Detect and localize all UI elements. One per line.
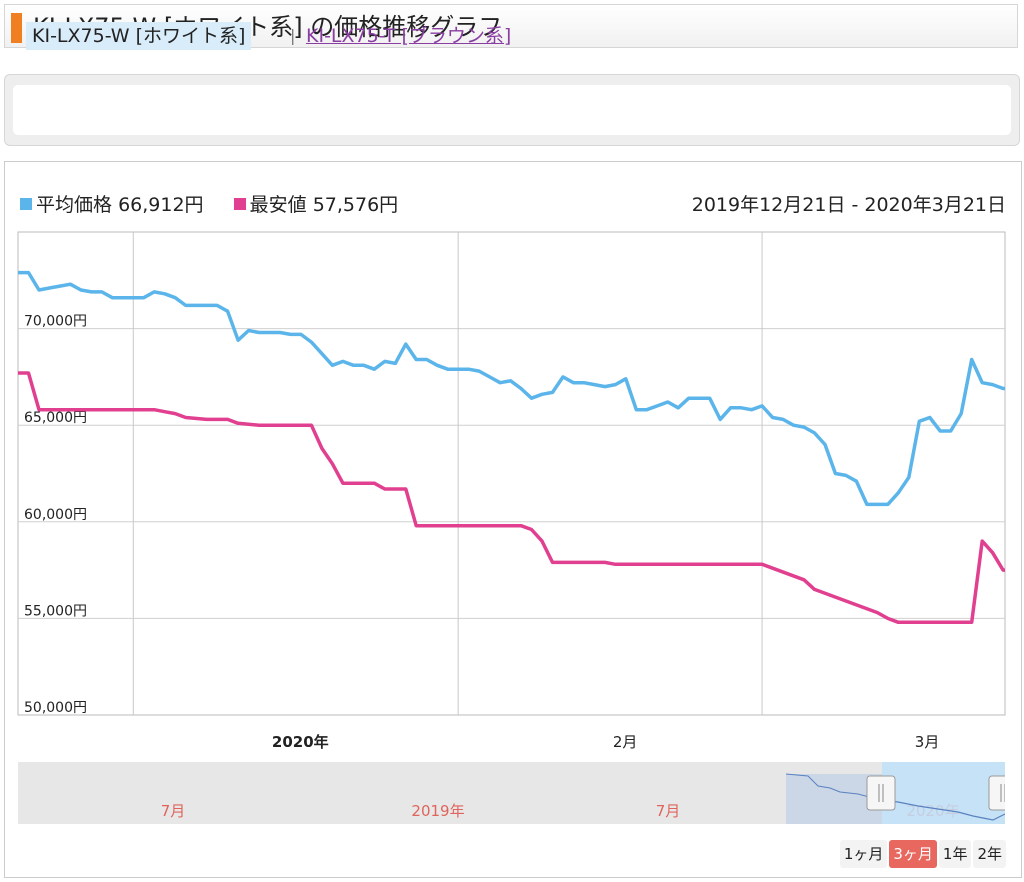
navigator-label: 7月	[656, 802, 681, 820]
plot-area	[17, 231, 1006, 716]
navigator-selection[interactable]	[882, 762, 1005, 824]
legend-average-label: 平均価格	[36, 194, 113, 216]
range-buttons: 1ヶ月 3ヶ月 1年 2年	[838, 840, 1006, 868]
range-button-1m[interactable]: 1ヶ月	[839, 840, 888, 868]
y-tick-label: 70,000円	[24, 314, 87, 330]
navigator-chart[interactable]: 7月2019年7月2020年	[18, 762, 1005, 824]
navigator-handle-right[interactable]	[988, 775, 1005, 811]
legend-swatch-average	[20, 198, 32, 210]
y-tick-label: 65,000円	[24, 410, 87, 426]
legend-swatch-lowest	[233, 198, 246, 210]
variant-current: KI-LX75-W [ホワイト系]	[26, 22, 252, 50]
range-button-3m[interactable]: 3ヶ月	[889, 840, 937, 868]
navigator-selection-line	[881, 799, 1005, 821]
navigator-handle-left[interactable]	[866, 775, 896, 811]
x-tick-label: 2020年	[272, 733, 329, 751]
variant-selector	[4, 74, 1020, 146]
navigator-label: 7月	[161, 802, 186, 820]
x-tick-label: 2月	[613, 733, 638, 751]
price-chart: 50,000円 55,000円 60,000円 65,000円 70,000円 2020年…	[17, 231, 1006, 751]
y-tick-label: 50,000円	[24, 700, 87, 716]
series-line-1	[18, 371, 1005, 625]
date-range: 2019年12月21日 - 2020年3月21日	[691, 194, 1006, 216]
variant-selector-inner	[13, 85, 1011, 135]
chart-legend: 平均価格 66,912円 最安値 57,576円	[20, 192, 398, 218]
navigator-label: 2019年	[411, 802, 464, 820]
legend-lowest-label: 最安値	[249, 194, 307, 216]
variant-link-brown[interactable]: KI-LX75-T [ブラウン系]	[306, 25, 512, 47]
series-line-0	[18, 270, 1005, 507]
range-button-1y[interactable]: 1年	[938, 840, 972, 868]
x-tick-label: 3月	[915, 733, 940, 751]
legend-lowest-value: 57,576円	[312, 194, 399, 216]
legend-average-value: 66,912円	[118, 194, 204, 216]
navigator-history-area	[786, 774, 882, 824]
range-button-2y[interactable]: 2年	[973, 840, 1006, 868]
y-tick-label: 55,000円	[24, 603, 87, 619]
y-tick-label: 60,000円	[24, 507, 87, 523]
variant-separator: |	[290, 26, 296, 45]
range-navigator[interactable]: 7月2019年7月2020年	[18, 762, 1005, 824]
title-accent-bar	[11, 13, 22, 43]
